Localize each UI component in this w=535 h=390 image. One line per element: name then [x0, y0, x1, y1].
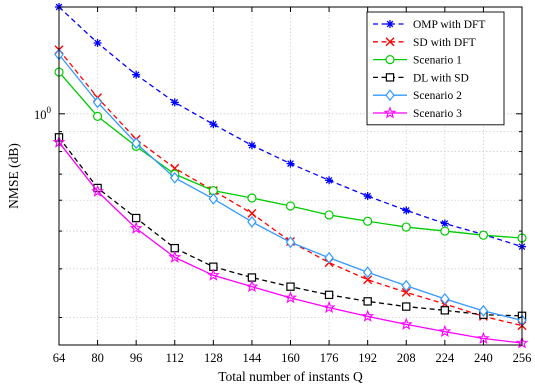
- data-point: [168, 250, 182, 263]
- series-6: [52, 135, 529, 349]
- data-point: [284, 291, 297, 304]
- legend-marker: [385, 37, 395, 47]
- data-point: [286, 159, 295, 168]
- data-point: [247, 193, 257, 203]
- data-point: [478, 304, 489, 317]
- data-point: [169, 171, 180, 184]
- data-point: [285, 201, 296, 211]
- data-point: [325, 176, 334, 185]
- data-point: [440, 306, 450, 315]
- data-point: [209, 120, 218, 129]
- data-point: [131, 213, 141, 223]
- data-point: [245, 279, 259, 293]
- data-point: [362, 266, 373, 279]
- data-point: [402, 302, 411, 311]
- data-point: [91, 184, 105, 197]
- x-tick-label: 240: [474, 351, 493, 365]
- data-point: [206, 268, 220, 281]
- y-axis-label: NMSE (dB): [6, 143, 21, 209]
- legend-marker: [386, 20, 394, 28]
- data-point: [247, 208, 257, 218]
- data-point: [402, 206, 411, 215]
- data-point: [438, 324, 452, 338]
- data-point: [285, 236, 296, 249]
- legend-label: SD with DFT: [413, 37, 476, 49]
- x-tick-label: 256: [513, 351, 532, 365]
- x-tick-label: 192: [358, 351, 377, 365]
- data-point: [440, 292, 450, 305]
- legend-label: Scenario 1: [413, 55, 462, 67]
- legend-label: Scenario 3: [413, 108, 462, 120]
- legend-label: DL with SD: [413, 72, 469, 84]
- data-point: [247, 141, 256, 150]
- legend-marker: [385, 89, 395, 102]
- data-point: [247, 215, 257, 228]
- data-point: [324, 290, 334, 300]
- data-point: [401, 279, 412, 292]
- series-group: [52, 3, 529, 349]
- legend-box: [366, 11, 505, 126]
- legend-label: Scenario 2: [413, 90, 462, 102]
- legend-label: OMP with DFT: [413, 19, 485, 31]
- x-tick-label: 208: [397, 351, 416, 365]
- data-point: [92, 96, 103, 109]
- data-point: [363, 216, 373, 226]
- data-point: [363, 297, 372, 306]
- data-point: [399, 317, 413, 330]
- data-point: [401, 287, 411, 297]
- data-point: [132, 70, 141, 79]
- data-point: [324, 251, 334, 264]
- data-point: [440, 226, 450, 236]
- x-axis-label: Total number of instants Q: [218, 369, 363, 384]
- data-point: [92, 111, 103, 121]
- data-point: [401, 222, 411, 232]
- data-point: [131, 137, 141, 150]
- data-point: [170, 98, 179, 107]
- x-tick-label: 176: [320, 351, 339, 365]
- data-point: [322, 300, 336, 314]
- x-tick-label: 80: [91, 351, 104, 365]
- series-line: [58, 141, 523, 344]
- x-tick-label: 96: [130, 351, 143, 365]
- data-point: [208, 192, 219, 205]
- data-point: [440, 219, 449, 228]
- x-tick-label: 224: [435, 351, 455, 365]
- legend-marker: [385, 54, 395, 65]
- legend-marker: [383, 106, 397, 119]
- x-tick-label: 64: [53, 351, 66, 365]
- data-point: [363, 275, 373, 285]
- x-tick-label: 112: [166, 351, 184, 365]
- series-5: [54, 48, 527, 327]
- y-tick-label: 100: [34, 105, 52, 122]
- x-tick-label: 160: [281, 351, 300, 365]
- data-point: [93, 38, 102, 47]
- axes: 64 80 96 112 128 144 160 176 192 208 224 240 256 100: [34, 7, 531, 365]
- data-point: [478, 230, 489, 240]
- data-point: [324, 210, 334, 220]
- data-point: [361, 309, 375, 322]
- legend-marker: [385, 73, 395, 82]
- data-point: [363, 192, 372, 201]
- x-tick-label: 144: [243, 351, 263, 365]
- data-point: [129, 221, 143, 234]
- x-tick-label: 128: [204, 351, 223, 365]
- data-point: [286, 282, 295, 291]
- legend: OMP with DFT SD with DFT Scenario 1 DL with…: [366, 11, 505, 126]
